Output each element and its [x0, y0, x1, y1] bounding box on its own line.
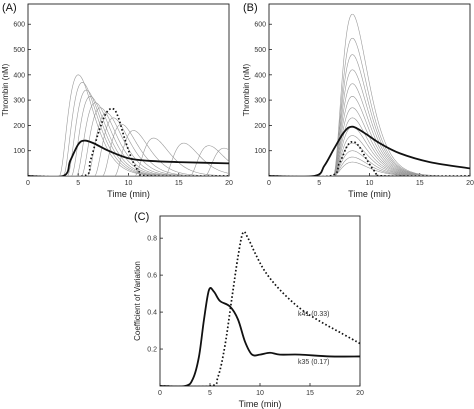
y-axis-label-a: Thrombin (nM) — [1, 63, 10, 116]
y-tick-label-a: 400 — [13, 72, 25, 79]
bold-series-c — [160, 287, 360, 386]
thin-curve-b — [269, 13, 470, 176]
thin-curve-a — [28, 130, 229, 176]
x-axis-label-b: Time (min) — [348, 189, 391, 199]
y-tick-label-c: 0.4 — [147, 310, 157, 317]
series-annotation-c: k41 (0.33) — [298, 311, 330, 318]
x-tick-label-b: 15 — [416, 180, 424, 187]
series-annotation-c: k35 (0.17) — [298, 359, 330, 366]
x-tick-label-c: 10 — [256, 390, 264, 397]
thin-curve-b — [269, 126, 470, 176]
plot-area-c — [160, 230, 360, 386]
x-tick-label-a: 15 — [175, 180, 183, 187]
y-axis-label-c: Coefficient of Variation — [133, 261, 142, 341]
y-tick-label-b: 600 — [254, 22, 266, 29]
plot-area-a — [28, 74, 229, 176]
thin-curve-a — [28, 142, 229, 176]
x-tick-label-a: 10 — [125, 180, 133, 187]
x-axis-label-c: Time (min) — [239, 399, 282, 409]
y-tick-label-b: 400 — [254, 72, 266, 79]
plot-area-b — [269, 13, 470, 176]
thin-curve-a — [28, 96, 229, 176]
panel-label-c: (C) — [134, 211, 149, 223]
thin-curve-a — [28, 145, 229, 176]
panel-label-b: (B) — [243, 2, 258, 14]
y-tick-label-a: 300 — [13, 98, 25, 105]
bold-series-a — [28, 139, 229, 176]
thin-curve-b — [269, 107, 470, 176]
plot-frame-b — [268, 3, 471, 177]
y-tick-label-b: 300 — [254, 98, 266, 105]
y-tick-label-b: 200 — [254, 123, 266, 130]
panel-b: 0 5 10 15 20 100 200 300 400 500 600 Time (min) Thro… — [242, 3, 474, 199]
plot-frame-a — [27, 3, 230, 177]
dotted-series-c — [160, 230, 360, 386]
y-tick-label-a: 200 — [13, 123, 25, 130]
y-tick-label-b: 100 — [254, 148, 266, 155]
plot-frame-c — [159, 215, 361, 387]
x-tick-label-a: 5 — [76, 180, 80, 187]
panel-a: 0 5 10 15 20 100 200 300 400 500 600 Time (min) Thro… — [1, 3, 233, 199]
thin-curve-b — [269, 135, 470, 176]
y-tick-label-c: 0.8 — [147, 236, 157, 243]
x-tick-label-c: 15 — [306, 390, 314, 397]
y-tick-label-c: 0.6 — [147, 273, 157, 280]
y-tick-label-b: 500 — [254, 47, 266, 54]
panel-c: 0 5 10 15 20 0.2 0.4 0.6 0.8 Time (min) Coefficien… — [133, 215, 364, 409]
x-tick-label-c: 5 — [208, 390, 212, 397]
bold-series-b — [269, 125, 470, 176]
x-tick-label-c: 0 — [158, 390, 162, 397]
y-tick-label-c: 0.2 — [147, 347, 157, 354]
x-tick-label-b: 5 — [317, 180, 321, 187]
thin-curve-a — [28, 123, 229, 176]
x-axis-label-a: Time (min) — [107, 189, 150, 199]
y-tick-label-a: 100 — [13, 148, 25, 155]
dotted-series-b — [269, 140, 470, 176]
thin-curve-b — [269, 161, 470, 176]
panel-label-a: (A) — [2, 2, 17, 14]
thin-curve-a — [28, 112, 229, 176]
thin-curve-a — [28, 107, 229, 176]
y-tick-label-a: 500 — [13, 47, 25, 54]
x-tick-label-b: 0 — [267, 180, 271, 187]
y-axis-label-b: Thrombin (nM) — [242, 63, 251, 116]
x-tick-label-c: 20 — [356, 390, 364, 397]
thin-curve-b — [269, 117, 470, 176]
x-tick-label-b: 10 — [366, 180, 374, 187]
y-tick-label-a: 600 — [13, 22, 25, 29]
x-tick-label-a: 20 — [225, 180, 233, 187]
x-tick-label-a: 0 — [26, 180, 30, 187]
dotted-series-a — [28, 107, 229, 176]
thin-curve-a — [28, 137, 229, 176]
x-tick-label-b: 20 — [466, 180, 474, 187]
